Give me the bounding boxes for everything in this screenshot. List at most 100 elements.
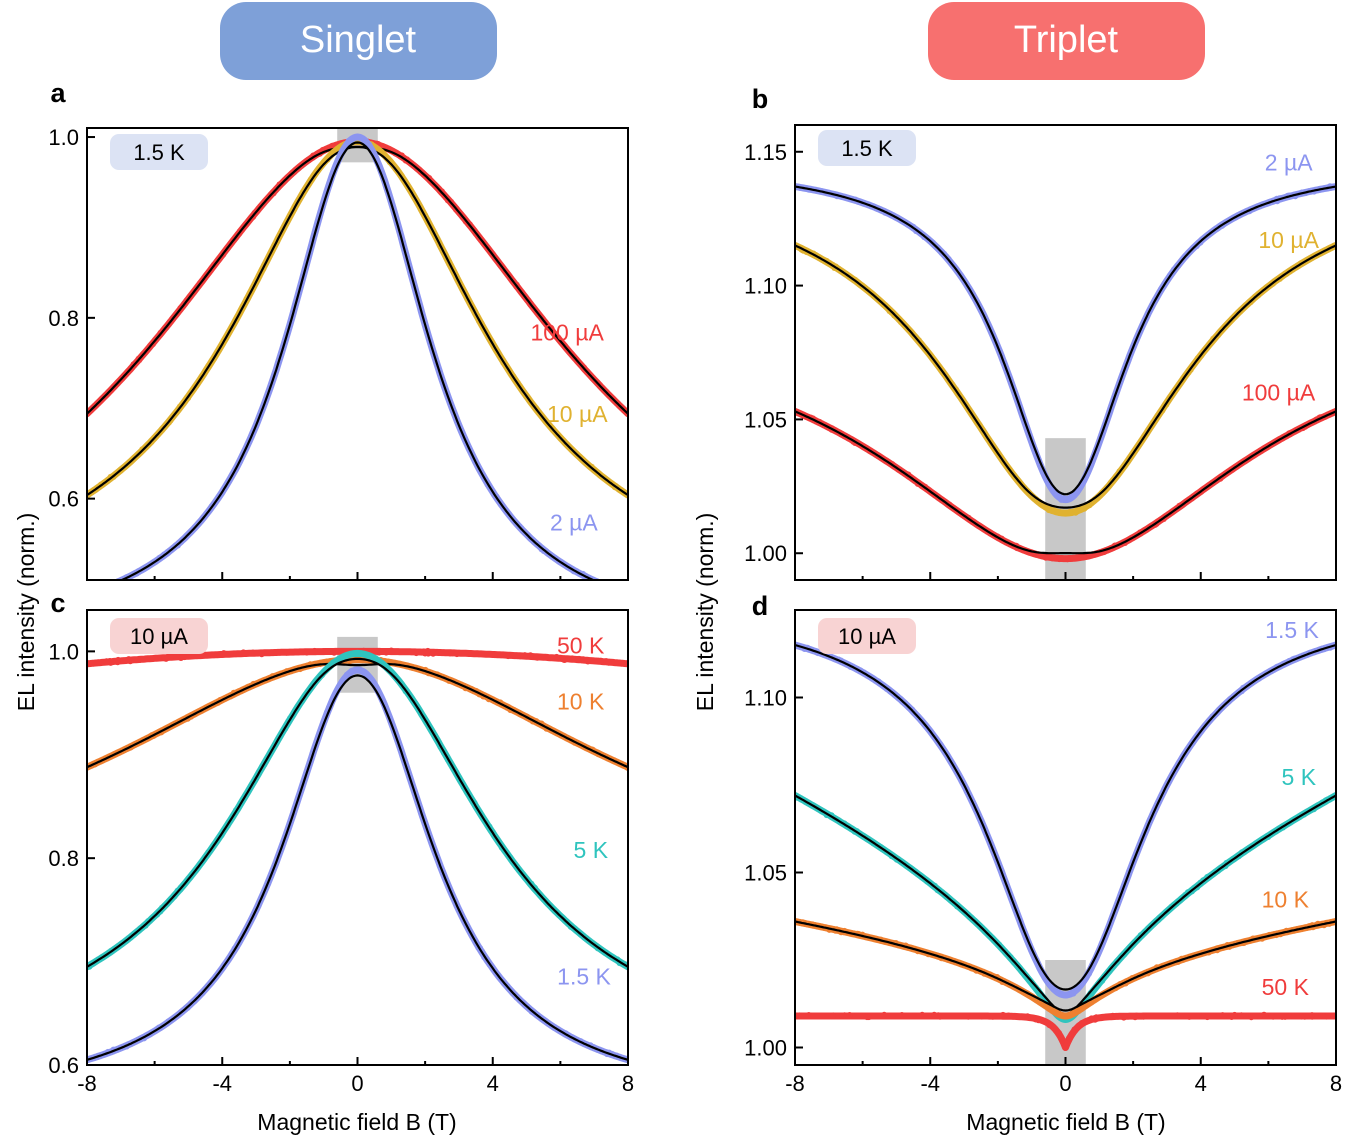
data-point (1268, 1013, 1275, 1020)
data-point (1132, 1014, 1139, 1021)
condition-badge-text: 10 µA (130, 624, 188, 649)
curve-label: 50 K (1262, 974, 1310, 1000)
panel-a: 100 µA 10 µA 2 µA 0.6 0.8 1.0 a 1.5 K (48, 78, 629, 595)
data-point (311, 647, 318, 654)
data-point (343, 671, 350, 678)
data-point (1063, 1041, 1070, 1048)
curve-label: 5 K (1282, 764, 1317, 790)
data-point (1066, 1035, 1072, 1042)
data-point (355, 666, 362, 673)
x-tick-label: -8 (77, 1071, 97, 1096)
data-point (898, 1012, 905, 1018)
data-point (413, 650, 420, 657)
data-point (796, 1012, 803, 1019)
data-point (1053, 492, 1060, 498)
data-point (447, 650, 454, 657)
data-point (1071, 1026, 1078, 1033)
x-tick-label: -4 (920, 1071, 940, 1096)
data-point (527, 652, 534, 659)
plot-area (795, 183, 1336, 580)
panel-b: 2 µA 10 µA 100 µA 1.00 1.05 1.10 1.15 b 1.5 K (744, 84, 1337, 581)
data-point (1107, 1013, 1114, 1020)
singlet-header-text: Singlet (300, 19, 417, 61)
data-point (1256, 1013, 1263, 1020)
data-point (1198, 1013, 1205, 1020)
curve-label: 10 K (557, 688, 605, 714)
data-point (505, 653, 512, 660)
data-point (95, 659, 102, 666)
data-point (1032, 1016, 1039, 1023)
data-point (339, 655, 346, 662)
curve-label: 10 µA (1258, 227, 1319, 253)
data-point (911, 1012, 918, 1019)
data-point (324, 648, 331, 655)
data-point (163, 655, 170, 662)
condition-badge-text: 1.5 K (133, 140, 185, 165)
data-point (881, 1011, 888, 1018)
data-point (1248, 1014, 1255, 1021)
fit-line (795, 244, 1336, 509)
y-tick-label: 1.10 (744, 686, 787, 711)
series-15k-c (87, 666, 628, 1064)
data-point (1231, 1011, 1238, 1018)
data-point (220, 650, 227, 657)
data-point (1042, 554, 1049, 561)
triplet-header-text: Triplet (1014, 19, 1119, 61)
data-point (561, 657, 568, 663)
data-point (435, 649, 442, 656)
data-point (153, 654, 159, 661)
left-y-axis-title: EL intensity (norm.) (13, 513, 39, 712)
data-point (1214, 1013, 1221, 1020)
data-point (840, 1012, 847, 1019)
x-tick-label: 0 (351, 1071, 363, 1096)
data-point (1145, 1013, 1152, 1019)
data-point (553, 653, 560, 660)
y-tick-label: 1.15 (744, 140, 787, 165)
data-point (1098, 1014, 1105, 1021)
data-point (830, 1013, 836, 1020)
curve-label: 100 µA (530, 319, 604, 345)
data-markers (87, 138, 628, 499)
data-point (330, 659, 337, 666)
data-point (846, 1012, 853, 1018)
data-markers (113, 133, 602, 580)
data-point (1045, 507, 1052, 514)
singlet-pill (220, 2, 497, 80)
data-point (1122, 1013, 1128, 1020)
plot-frame (86, 127, 629, 581)
data-point (474, 650, 480, 657)
fit-line (87, 657, 628, 968)
data-point (1221, 1012, 1228, 1019)
data-point (383, 649, 390, 656)
data-point (1005, 1012, 1012, 1019)
y-tick-label: 1.0 (48, 639, 79, 664)
data-point (1049, 555, 1056, 562)
y-tick-label: 0.8 (48, 306, 79, 331)
x-tick-label: 8 (622, 1071, 634, 1096)
series-100a-b (795, 407, 1336, 563)
data-point (1056, 556, 1063, 563)
data-point (125, 656, 132, 663)
data-point (1066, 508, 1073, 515)
series-15k-d (795, 641, 1336, 999)
data-point (1081, 505, 1088, 512)
series-2a-b (795, 183, 1336, 504)
series-10a-a (87, 138, 628, 499)
data-point (1183, 1012, 1190, 1019)
condition-badge (818, 618, 916, 654)
triplet-pill (928, 2, 1205, 80)
data-point (605, 584, 611, 590)
data-point (491, 652, 498, 659)
data-point (1139, 1013, 1146, 1020)
curve-label: 100 µA (1242, 380, 1316, 406)
condition-badge (110, 618, 208, 654)
fit-line (795, 185, 1336, 496)
y-tick-label: 1.05 (744, 861, 787, 886)
plot-area (87, 636, 628, 1064)
data-point (521, 652, 528, 659)
triplet-header: Triplet (928, 2, 1205, 80)
panel-letter: a (50, 78, 66, 108)
data-point (91, 589, 97, 595)
data-point (115, 656, 122, 663)
